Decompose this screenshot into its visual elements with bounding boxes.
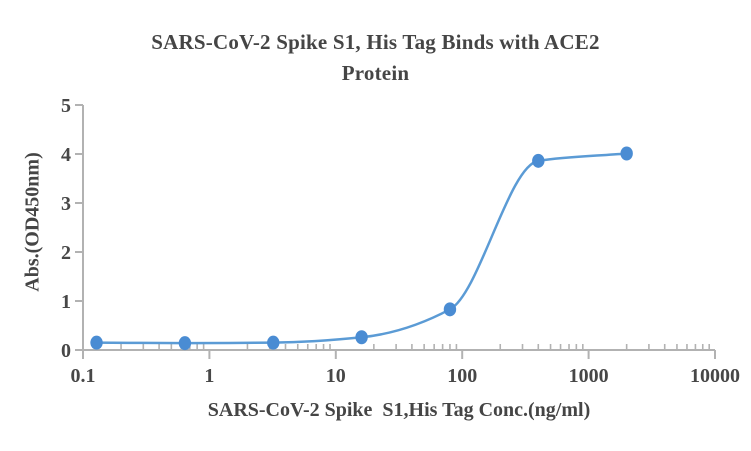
- data-point: [620, 146, 633, 161]
- y-tick-label: 2: [61, 242, 71, 264]
- x-tick-label: 1000: [569, 365, 609, 387]
- y-tick-label: 5: [61, 95, 71, 117]
- y-tick-label: 0: [61, 340, 71, 362]
- data-point: [443, 302, 457, 317]
- x-tick-label: 10000: [690, 365, 740, 387]
- data-point: [532, 153, 545, 168]
- data-point: [178, 336, 192, 351]
- series-line: [95, 152, 628, 345]
- y-tick-label: 3: [61, 193, 71, 215]
- x-tick-label: 0.1: [71, 365, 96, 387]
- data-point: [355, 330, 368, 345]
- chart-title: SARS-CoV-2 Spike S1, His Tag Binds with …: [151, 30, 600, 85]
- x-tick-label: 1: [204, 365, 214, 387]
- data-point: [267, 335, 280, 350]
- x-axis-label: SARS-CoV-2 Spike S1,His Tag Conc.(ng/ml): [207, 399, 591, 421]
- x-tick-label: 100: [447, 365, 477, 387]
- x-tick-label: 10: [326, 365, 346, 387]
- data-point: [90, 335, 103, 350]
- y-tick-label: 4: [61, 144, 71, 166]
- y-tick-label: 1: [61, 291, 71, 313]
